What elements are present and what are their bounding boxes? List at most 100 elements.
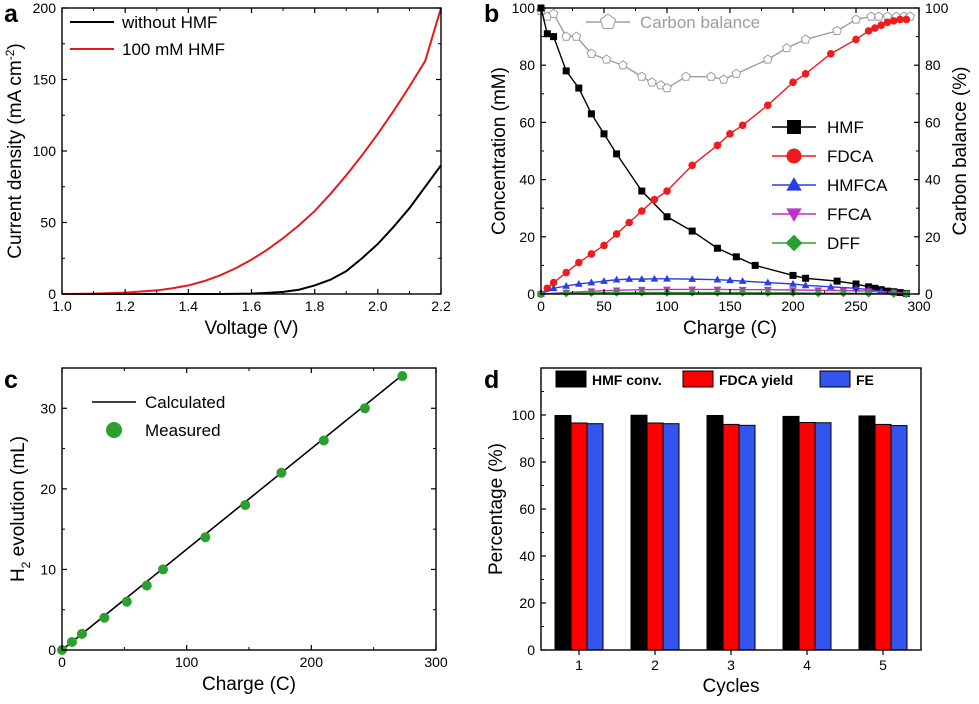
legend-label-dff: DFF [827, 234, 860, 253]
data-point-fdca [562, 268, 570, 277]
legend-marker-hmf [787, 120, 801, 134]
carbon-balance-point [601, 54, 612, 64]
data-point-hmfca [600, 277, 608, 284]
x-tick-label: 200 [781, 298, 805, 314]
y-axis-label: H2 evolution (mL) [8, 436, 33, 582]
y-tick-label: 0 [527, 642, 535, 658]
x-tick-label: 1.0 [52, 298, 72, 314]
data-point-fdca [713, 141, 722, 150]
y-tick-label: 20 [519, 595, 535, 611]
y2-tick-label: 100 [925, 0, 949, 16]
data-point-fdca [688, 161, 696, 170]
bar-hmf-conv [782, 415, 800, 651]
x-tick-label: 100 [175, 654, 199, 670]
y-tick-label: 100 [512, 0, 536, 16]
data-point-hmfca [826, 282, 835, 290]
y2-tick-label: 40 [925, 172, 941, 188]
x-tick-label: 0 [537, 298, 545, 314]
data-point-hmfca [587, 278, 596, 286]
plot-frame [61, 7, 442, 295]
data-point-hmfca [574, 279, 583, 287]
y-tick-label: 80 [519, 57, 535, 73]
x-axis-label: Charge (C) [683, 318, 777, 339]
legend-marker-measured [106, 422, 122, 438]
data-point-fdca [650, 195, 659, 204]
panel-b-chart: 0 50 100 150 200 250 3000204060801000204060801… [489, 0, 971, 339]
carbon-balance-point [662, 82, 672, 93]
data-point-fdca [600, 241, 608, 250]
legend-label-carbon-balance: Carbon balance [640, 13, 760, 32]
panel-label-d: d [484, 366, 499, 394]
panel-label-a: a [4, 0, 19, 28]
data-point-hmf [562, 67, 570, 75]
y-tick-label: 150 [33, 72, 57, 88]
data-point-fdca [726, 130, 734, 138]
series-line-without-hmf [62, 164, 442, 295]
measured-point [318, 435, 329, 446]
y2-tick-label: 20 [925, 229, 941, 245]
panel-c-chart: 0 100 200 300 0 10 20 30 Charge (C) H2 evolution … [8, 367, 448, 695]
data-point-fdca [877, 21, 885, 29]
carbon-balance-point [636, 71, 647, 81]
legend-swatch-0 [555, 370, 587, 388]
y-tick-label: 200 [33, 0, 57, 16]
bar-fdca-yield [874, 423, 892, 651]
carbon-balance-point [781, 42, 792, 53]
y2-axis-label: Carbon balance (%) [950, 67, 971, 236]
plot-frame [61, 367, 437, 651]
y-tick-label: 0 [527, 286, 535, 302]
y2-tick-label: 80 [925, 57, 941, 73]
data-point-hmf [543, 30, 551, 38]
data-point-hmfca [801, 281, 810, 289]
y-tick-label: 60 [519, 114, 535, 130]
legend-marker-dff [785, 234, 803, 252]
carbon-balance-point [706, 71, 716, 81]
measured-point [141, 580, 152, 591]
data-point-hmfca [789, 279, 797, 287]
y-tick-label: 30 [40, 400, 56, 416]
y-tick-label: 20 [519, 229, 535, 245]
data-point-fdca [587, 250, 596, 258]
data-point-dff [562, 288, 571, 298]
legend-swatch-2 [819, 370, 851, 388]
panel-a-chart: 1.0 1.2 1.4 1.6 1.8 2.0 2.2 0 50 100 150 200 Voltage… [3, 0, 451, 339]
y-axis-label: Percentage (%) [486, 443, 507, 575]
data-point-hmfca [852, 284, 860, 292]
data-point-fdca [801, 69, 810, 78]
y-tick-label: 80 [519, 454, 535, 470]
data-point-dff [839, 288, 848, 298]
data-point-hmfca [549, 284, 558, 292]
series-line-hmfca [540, 278, 907, 295]
data-point-dff [763, 288, 772, 298]
data-point-hmf [713, 244, 721, 252]
data-point-hmf [833, 277, 841, 285]
x-tick-label: 5 [879, 657, 887, 673]
y-axis-label-main: Current density (mA cm [5, 60, 26, 259]
x-tick-label: 150 [718, 298, 742, 314]
data-point-hmfca [726, 276, 734, 284]
x-tick-label: 1.8 [305, 298, 325, 314]
legend-marker-fdca [786, 148, 802, 164]
bar-fe [814, 422, 832, 651]
data-point-hmf [871, 284, 879, 292]
data-point-hmfca [637, 275, 646, 282]
y-tick-label: 20 [40, 481, 56, 497]
data-point-hmf [600, 130, 608, 138]
data-point-fdca [549, 278, 558, 287]
carbon-balance-point [762, 54, 773, 64]
bar-fe [662, 423, 680, 651]
carbon-balance-point [561, 31, 572, 41]
legend-marker-hmfca [786, 176, 802, 191]
data-point-fdca [890, 17, 898, 25]
data-point-hmfca [612, 275, 621, 283]
legend-label-2: FE [856, 372, 874, 388]
carbon-balance-point [866, 11, 876, 21]
legend-marker-carbon-balance [599, 13, 617, 29]
measured-point [200, 532, 211, 543]
y-tick-label: 50 [40, 215, 56, 231]
bar-fdca-yield [722, 423, 740, 651]
data-point-hmfca [625, 275, 634, 282]
carbon-balance-point [586, 48, 597, 58]
x-tick-label: 4 [803, 657, 811, 673]
